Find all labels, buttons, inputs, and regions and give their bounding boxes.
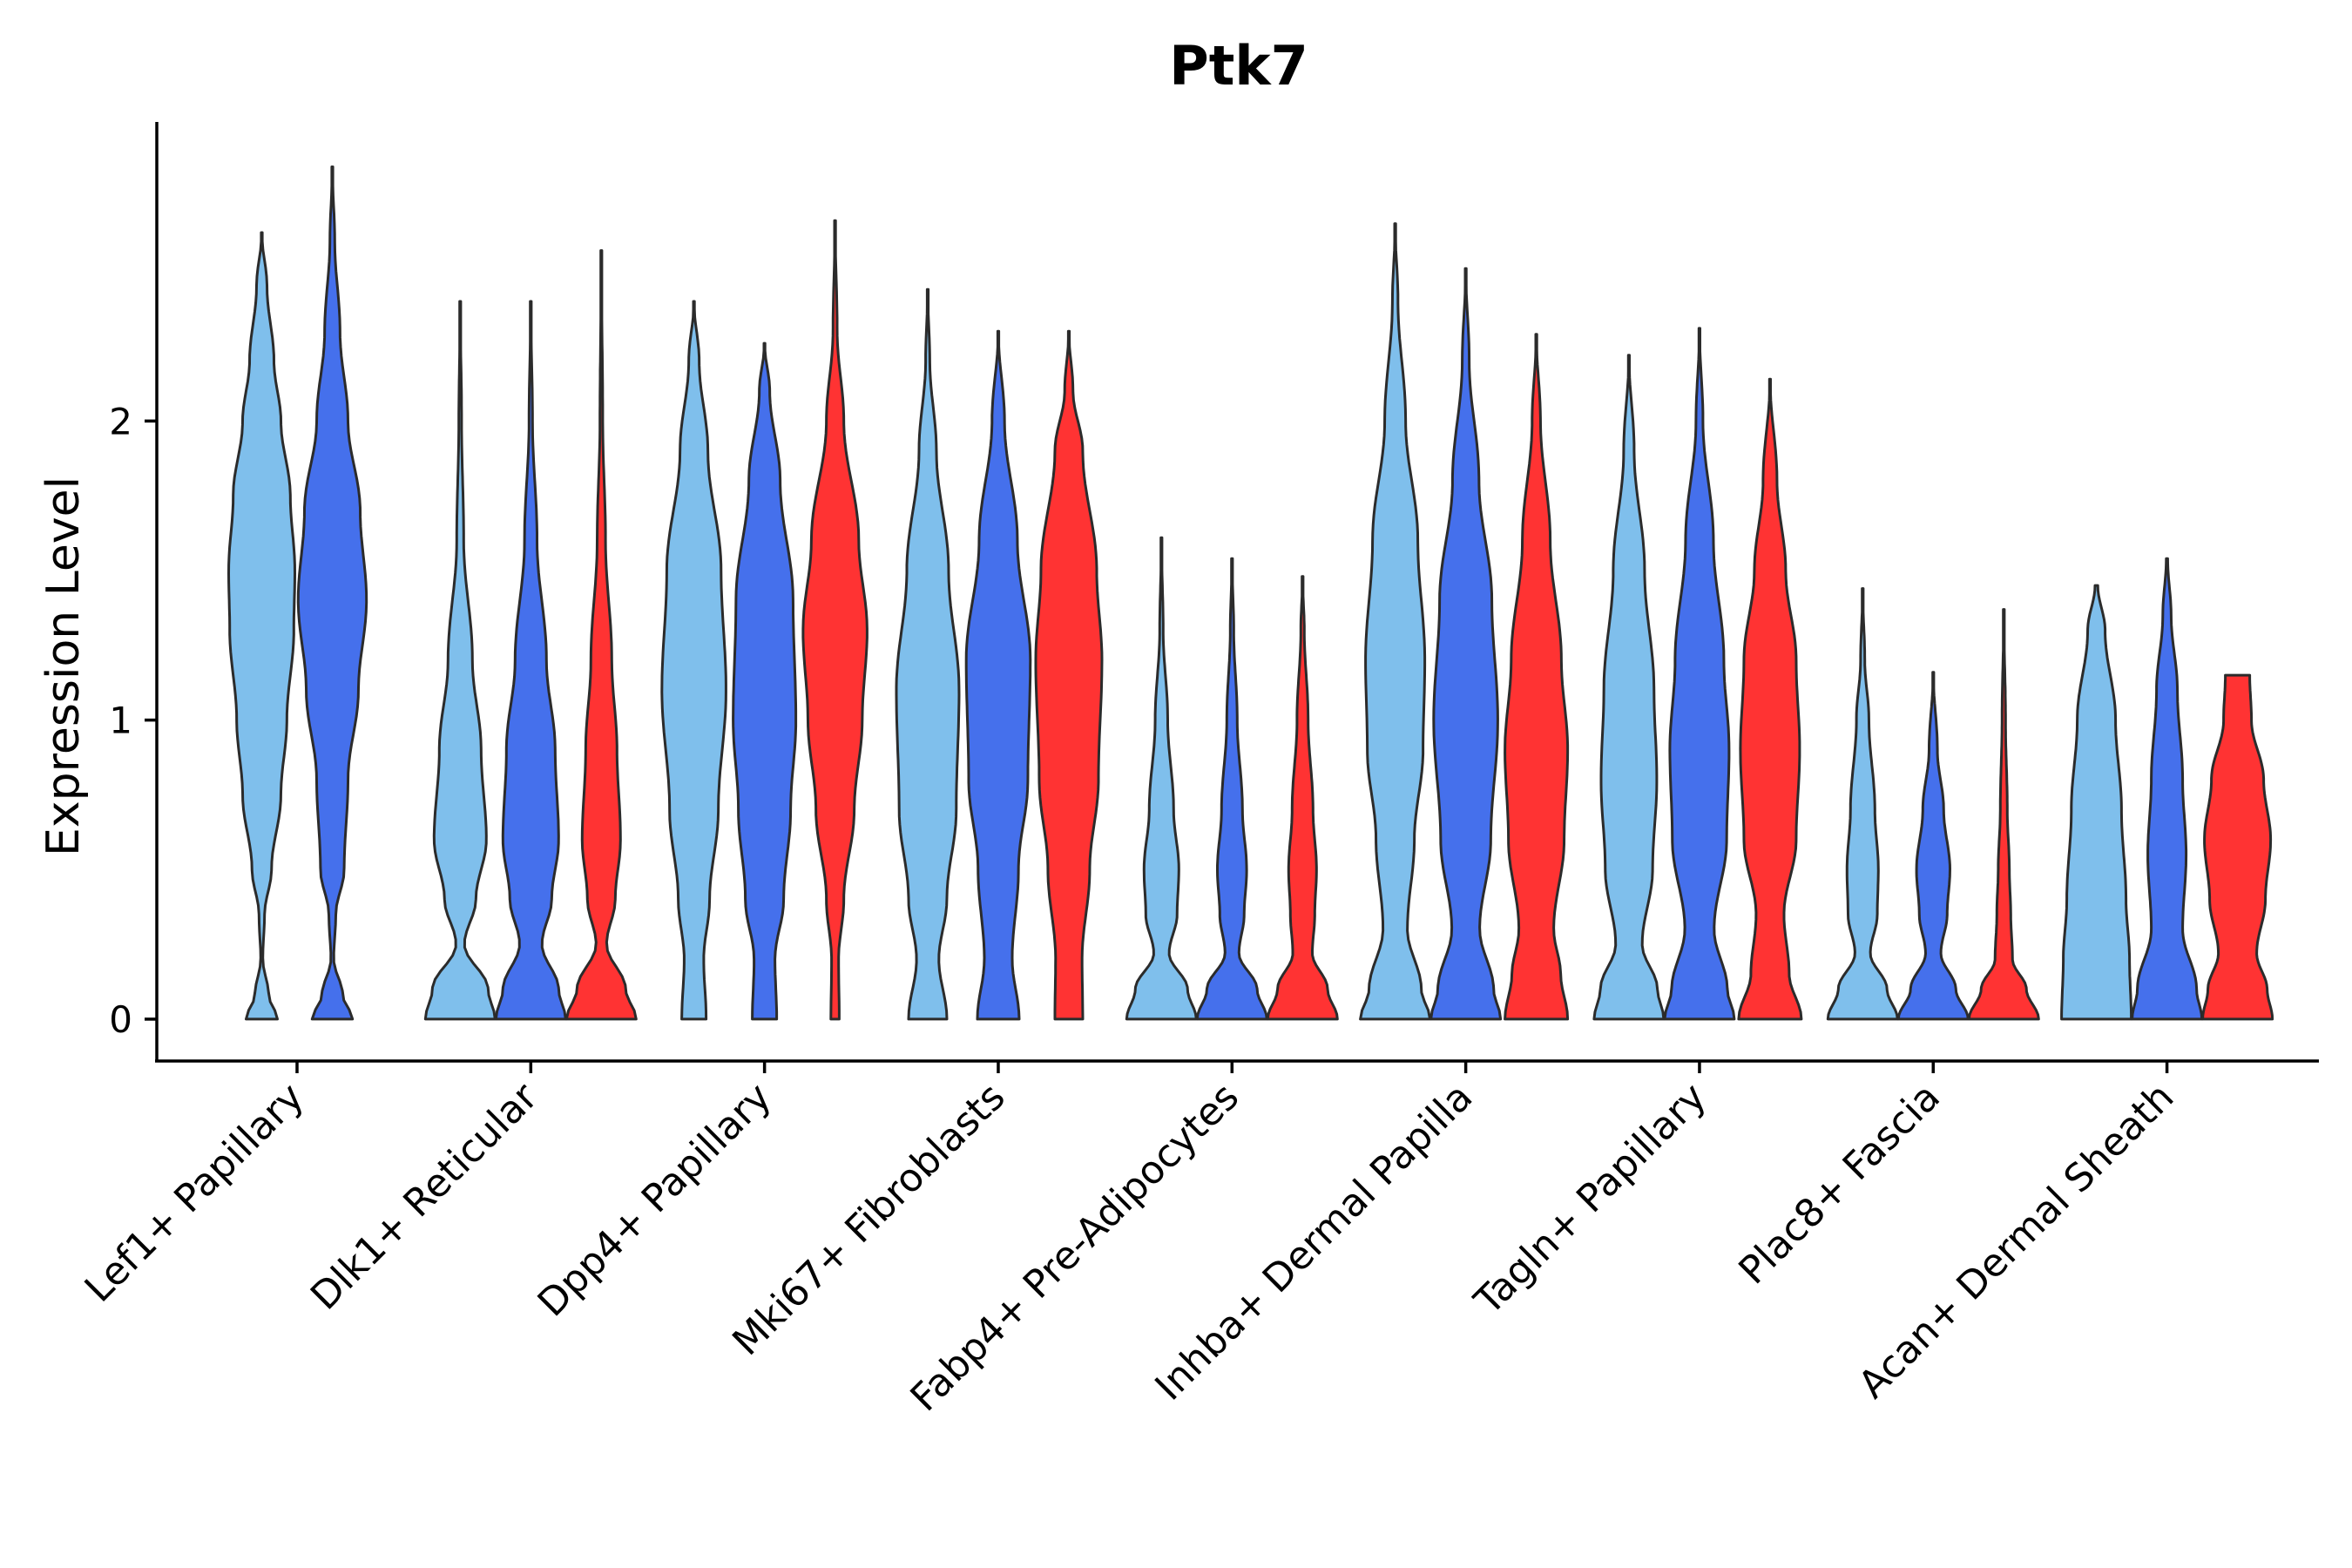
violin-2-3 (564, 249, 638, 1021)
violin-7-2 (1663, 327, 1736, 1021)
violin-5-1 (1125, 536, 1198, 1021)
x-tick-label: Dpp4+ Papillary (530, 1075, 781, 1326)
violin-7-3 (1737, 377, 1803, 1021)
violin-5-2 (1195, 557, 1268, 1021)
violin-2-2 (494, 300, 567, 1021)
violin-2-1 (423, 300, 497, 1021)
violin-1-2 (296, 166, 368, 1021)
violin-8-3 (1967, 608, 2040, 1021)
violin-9-3 (2201, 673, 2274, 1021)
violin-6-3 (1504, 333, 1570, 1021)
violin-5-3 (1266, 575, 1339, 1021)
x-tick-label: Dlk1+ Reticular (302, 1074, 547, 1319)
x-tick-label: Tagln+ Papillary (1466, 1075, 1715, 1324)
violin-6-2 (1429, 267, 1503, 1021)
violin-3-1 (660, 300, 727, 1021)
violin-7-1 (1592, 354, 1666, 1021)
violin-8-1 (1826, 587, 1899, 1021)
violin-9-2 (2131, 557, 2204, 1021)
violin-6-1 (1359, 222, 1432, 1021)
chart-title: Ptk7 (1169, 34, 1308, 98)
x-tick-label: Plac8+ Fascia (1731, 1075, 1950, 1294)
y-axis-label: Expression Level (37, 476, 90, 856)
violin-4-1 (895, 287, 961, 1021)
violin-plot-area (227, 166, 2274, 1021)
y-tick-label: 0 (109, 998, 132, 1041)
violin-3-3 (801, 219, 868, 1021)
violin-4-2 (964, 329, 1032, 1021)
y-tick-label: 1 (109, 700, 132, 742)
y-axis-ticks: 0 1 2 (109, 400, 157, 1041)
violin-8-2 (1896, 671, 1970, 1021)
violin-4-3 (1034, 329, 1104, 1021)
violin-9-1 (2060, 584, 2133, 1021)
x-tick-label: Lef1+ Papillary (77, 1075, 313, 1311)
violin-1-1 (227, 231, 296, 1021)
violin-3-2 (732, 341, 798, 1021)
y-tick-label: 2 (109, 400, 132, 443)
